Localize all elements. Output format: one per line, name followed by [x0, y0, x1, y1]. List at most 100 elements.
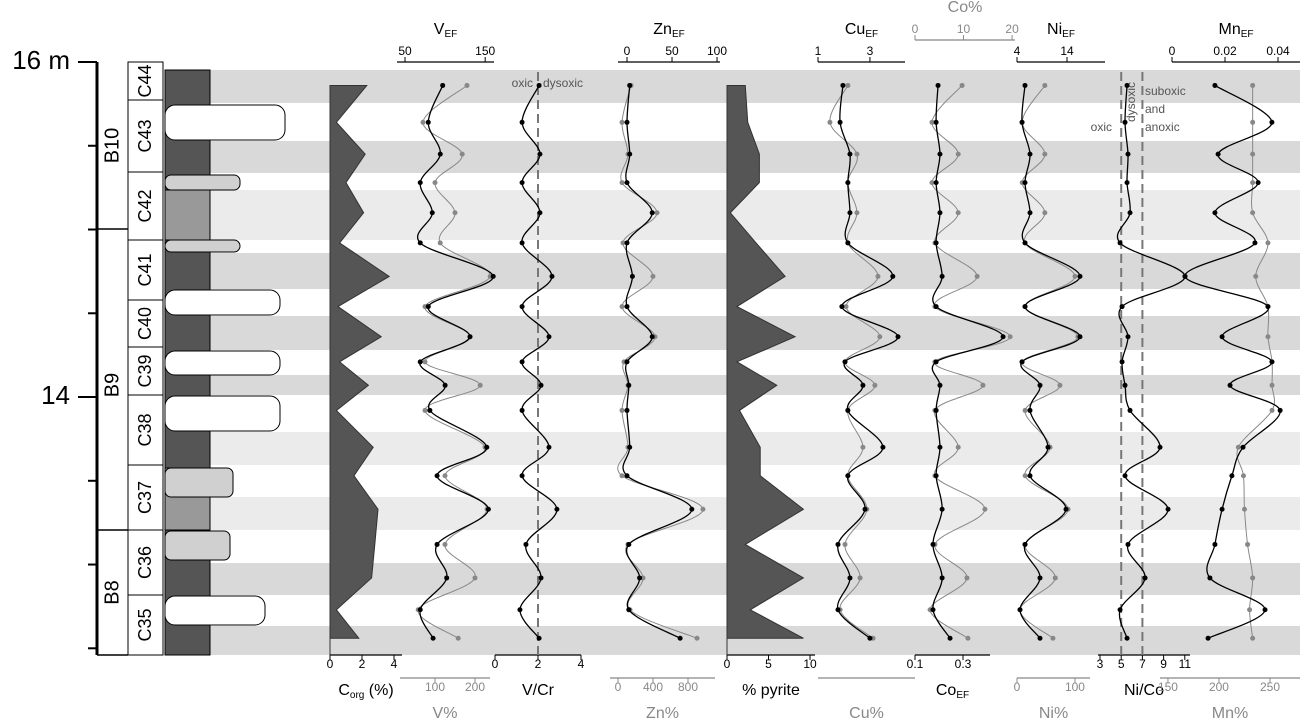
unit-label: C43 — [135, 119, 155, 152]
point — [842, 541, 848, 547]
unit-box — [127, 346, 164, 396]
point — [537, 210, 543, 216]
point — [1262, 607, 1268, 613]
point — [1269, 359, 1275, 365]
point — [554, 506, 560, 512]
point — [1247, 607, 1253, 613]
point — [1127, 407, 1133, 413]
point — [1027, 473, 1033, 479]
point — [1250, 635, 1256, 641]
point — [442, 382, 448, 388]
point — [1250, 119, 1256, 125]
point — [417, 607, 423, 613]
point — [937, 151, 943, 157]
axis-title-sub: org — [350, 690, 364, 701]
tick-label: 7 — [1139, 657, 1146, 671]
point — [434, 473, 440, 479]
unit-label: C35 — [135, 608, 155, 641]
point — [1042, 210, 1048, 216]
axis-title-sub: EF — [956, 690, 969, 701]
point — [955, 151, 961, 157]
point — [434, 541, 440, 547]
bed-label: B8 — [101, 580, 123, 604]
tick-label: 800 — [678, 680, 698, 694]
point — [1022, 82, 1028, 88]
point — [444, 575, 450, 581]
point — [847, 210, 853, 216]
tick-label: 0 — [1014, 680, 1021, 694]
annotation: suboxic — [1145, 84, 1186, 98]
point — [1265, 334, 1271, 340]
point — [619, 119, 625, 125]
point — [649, 210, 655, 216]
point — [536, 82, 542, 88]
point — [459, 151, 465, 157]
axis-title-sub: EF — [865, 29, 878, 40]
tick-label: 50 — [665, 44, 679, 58]
point — [1125, 334, 1131, 340]
point — [619, 180, 625, 186]
point — [467, 334, 473, 340]
tick-label: 150 — [475, 44, 495, 58]
axis-title: MnEF — [1218, 21, 1253, 39]
axis-title: CuEF — [845, 21, 878, 39]
point — [933, 359, 939, 365]
unit-label: C38 — [135, 413, 155, 446]
point — [964, 575, 970, 581]
point — [538, 575, 544, 581]
tick-label: 400 — [643, 680, 663, 694]
point — [1235, 444, 1241, 450]
point — [1277, 407, 1283, 413]
tick-label: 50 — [398, 44, 412, 58]
point — [537, 151, 543, 157]
point — [929, 180, 935, 186]
point — [629, 273, 635, 279]
point — [835, 607, 841, 613]
point — [937, 382, 943, 388]
point — [689, 506, 695, 512]
axis-title: Corg (%) — [338, 682, 393, 700]
point — [425, 119, 431, 125]
axis-title: Mn% — [1212, 705, 1248, 722]
axis-title: Co% — [948, 0, 983, 16]
tick-label: 20 — [1005, 22, 1019, 36]
point — [1142, 575, 1148, 581]
tick-label: 150 — [1158, 680, 1178, 694]
point — [627, 82, 633, 88]
point — [1022, 473, 1028, 479]
point — [1212, 541, 1218, 547]
point — [549, 273, 555, 279]
point — [875, 273, 881, 279]
tick-label: 100 — [425, 680, 445, 694]
point — [1269, 119, 1275, 125]
axis-title-sub: EF — [444, 29, 457, 40]
lithology-sand — [164, 104, 286, 141]
point — [437, 151, 443, 157]
lithology-mid — [164, 189, 211, 241]
point — [429, 210, 435, 216]
point — [1250, 180, 1256, 186]
point — [650, 273, 656, 279]
point — [1212, 82, 1218, 88]
point — [933, 473, 939, 479]
tick-label: 4 — [391, 657, 398, 671]
axis-title-after: (%) — [364, 682, 393, 699]
point — [1124, 82, 1130, 88]
point — [930, 607, 936, 613]
axis-title-text: Zn% — [646, 705, 679, 722]
point — [974, 273, 980, 279]
point — [933, 304, 939, 310]
point — [955, 210, 961, 216]
point — [619, 407, 625, 413]
tick-label: 2 — [359, 657, 366, 671]
lithology-sand — [164, 595, 266, 626]
point — [624, 304, 630, 310]
tick-label: 0.04 — [1266, 44, 1290, 58]
point — [1117, 240, 1123, 246]
point — [1165, 506, 1171, 512]
point — [847, 151, 853, 157]
point — [640, 575, 646, 581]
axis-title: V% — [433, 705, 458, 722]
tick-label: 0 — [912, 22, 919, 36]
unit-box — [127, 464, 164, 531]
